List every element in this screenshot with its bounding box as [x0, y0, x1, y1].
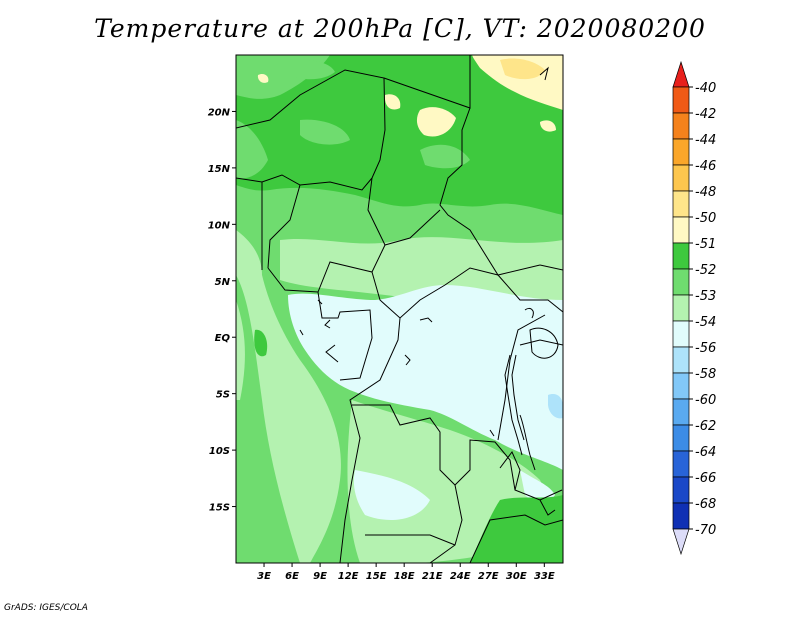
lat-label: 15S [209, 503, 230, 514]
colorbar-label: -60 [695, 393, 716, 408]
lon-label: 15E [366, 571, 387, 582]
colorbar-swatch [672, 502, 690, 530]
colorbar-label: -51 [695, 237, 716, 252]
lon-label: 24E [450, 571, 471, 582]
grads-credit: GrADS: IGES/COLA [4, 603, 88, 613]
lon-label: 6E [285, 571, 299, 582]
colorbar-label: -54 [695, 315, 716, 330]
colorbar-swatch [672, 268, 690, 296]
colorbar-label: -46 [695, 159, 716, 174]
colorbar-swatch [672, 424, 690, 452]
latitude-axis: 20N 15N 10N 5N EQ 5S 10S 15S [208, 107, 236, 514]
lon-label: 27E [478, 571, 499, 582]
colorbar-swatch [672, 216, 690, 244]
colorbar-swatch [672, 190, 690, 218]
lon-label: 9E [313, 571, 327, 582]
colorbar-label: -70 [695, 523, 716, 538]
colorbar-label: -56 [695, 341, 716, 356]
lat-label: 10S [209, 446, 230, 457]
lat-label: 20N [208, 107, 231, 118]
colorbar-label: -44 [695, 133, 716, 148]
lon-label: 21E [422, 571, 443, 582]
colorbar-label: -42 [695, 107, 716, 122]
lon-label: 12E [338, 571, 359, 582]
colorbar-label: -62 [695, 419, 716, 434]
lon-label: 30E [506, 571, 527, 582]
map-title: Temperature at 200hPa [C], VT: 202008020… [94, 14, 706, 43]
colorbar-label: -66 [695, 471, 716, 486]
colorbar-swatch [672, 372, 690, 400]
colorbar-legend: -40 -42 -44 -46 -48 -50 -51 -52 -53 -54 -56 -58 -60 -… [672, 60, 716, 556]
lon-label: 3E [257, 571, 271, 582]
colorbar-swatch [672, 476, 690, 504]
country-borders [236, 55, 563, 563]
lat-label: 10N [208, 220, 231, 231]
lat-label: EQ [215, 333, 231, 344]
map-frame [235, 54, 564, 564]
colorbar-label: -58 [695, 367, 716, 382]
colorbar-swatch [672, 164, 690, 192]
colorbar-label: -40 [695, 81, 716, 96]
colorbar-swatch [672, 398, 690, 426]
lakes-and-islands [299, 66, 559, 516]
longitude-axis: 3E 6E 9E 12E 15E 18E 21E 24E 27E 30E 33E [257, 563, 555, 582]
temperature-field [236, 55, 563, 563]
lat-label: 15N [208, 164, 231, 175]
colorbar-swatch [672, 242, 690, 270]
colorbar-swatch [672, 450, 690, 478]
colorbar-label: -48 [695, 185, 716, 200]
colorbar-bottom-arrow [672, 528, 690, 556]
lat-label: 5N [215, 277, 231, 288]
colorbar-label: -68 [695, 497, 716, 512]
lon-label: 33E [534, 571, 555, 582]
lon-label: 18E [394, 571, 415, 582]
colorbar-swatch [672, 112, 690, 140]
colorbar-label: -52 [695, 263, 716, 278]
colorbar-label: -64 [695, 445, 716, 460]
colorbar-swatch [672, 346, 690, 374]
colorbar-swatch [672, 320, 690, 348]
colorbar-label: -50 [695, 211, 716, 226]
colorbar-label: -53 [695, 289, 716, 304]
lat-label: 5S [216, 390, 230, 401]
colorbar-swatch [672, 86, 690, 114]
colorbar-top-arrow [672, 60, 690, 88]
colorbar-swatch [672, 294, 690, 322]
colorbar-swatch [672, 138, 690, 166]
